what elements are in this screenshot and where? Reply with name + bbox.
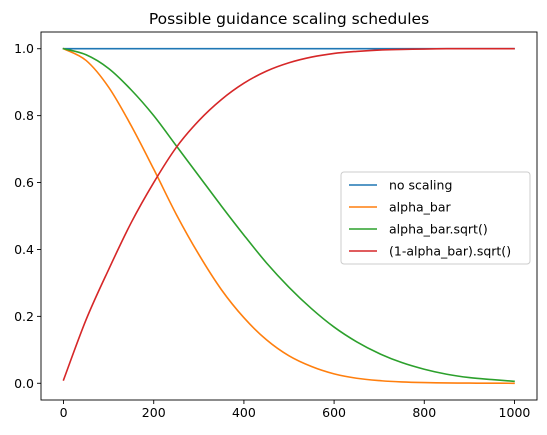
axes-frame (40, 31, 538, 401)
y-tick-label: 0.8 (14, 108, 34, 123)
x-tick-label: 400 (232, 405, 256, 420)
y-tick-label: 0.0 (14, 376, 34, 391)
legend-label: no scaling (389, 178, 452, 193)
x-tick-label: 800 (412, 405, 436, 420)
x-tick-label: 600 (322, 405, 346, 420)
x-tick-label: 0 (60, 405, 68, 420)
legend-label: (1-alpha_bar).sqrt() (389, 244, 511, 259)
legend-label: alpha_bar (389, 200, 451, 215)
legend-label: alpha_bar.sqrt() (389, 222, 488, 237)
series-line-2 (62, 47, 515, 385)
chart-title: Possible guidance scaling schedules (149, 10, 429, 28)
legend (340, 171, 531, 265)
x-tick-label: 1000 (499, 405, 531, 420)
y-tick-label: 0.4 (14, 242, 34, 257)
series-line-3 (62, 47, 515, 383)
y-tick-label: 1.0 (14, 41, 34, 56)
x-tick-label: 200 (142, 405, 166, 420)
y-tick-label: 0.6 (14, 175, 34, 190)
y-tick-label: 0.2 (14, 309, 34, 324)
series-line-4 (62, 47, 515, 381)
